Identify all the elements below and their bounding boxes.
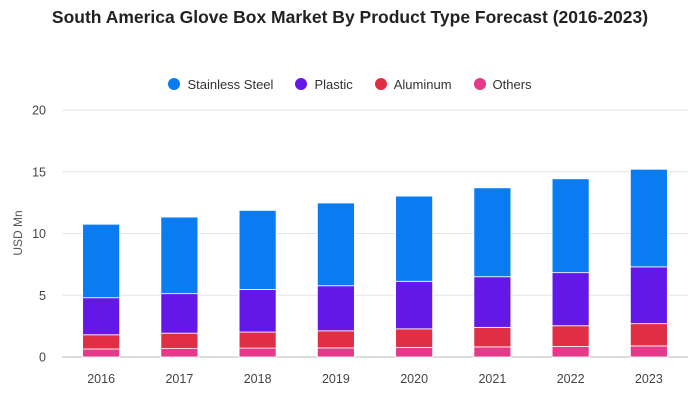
y-tick-label: 20 — [32, 104, 46, 118]
bar-segment-others-2019[interactable] — [316, 347, 355, 358]
bar-segment-aluminum-2018[interactable] — [238, 331, 277, 349]
y-axis-label: USD Mn — [11, 210, 25, 255]
bar-segment-plastic-2019[interactable] — [316, 285, 355, 332]
bar-segment-others-2017[interactable] — [160, 348, 199, 358]
x-tick-label: 2020 — [400, 372, 428, 386]
bar-segment-plastic-2018[interactable] — [238, 289, 277, 333]
bar-segment-stainless-steel-2019[interactable] — [316, 202, 355, 287]
y-tick-label: 10 — [32, 227, 46, 241]
chart-title: South America Glove Box Market By Produc… — [51, 7, 649, 27]
bar-segment-plastic-2020[interactable] — [395, 280, 434, 330]
bar-segment-aluminum-2019[interactable] — [316, 330, 355, 349]
bar-segment-stainless-steel-2021[interactable] — [473, 187, 512, 278]
y-tick-label: 0 — [39, 351, 46, 365]
x-tick-label: 2023 — [635, 372, 663, 386]
legend-marker-aluminum — [374, 78, 387, 90]
bar-segment-others-2023[interactable] — [629, 345, 668, 358]
x-tick-label: 2017 — [165, 372, 193, 386]
bar-segment-plastic-2017[interactable] — [160, 293, 199, 334]
bar-segment-stainless-steel-2016[interactable] — [82, 223, 121, 299]
y-tick-label: 5 — [39, 289, 46, 303]
bar-segment-plastic-2023[interactable] — [629, 266, 668, 325]
x-tick-label: 2019 — [322, 372, 350, 386]
bar-segment-stainless-steel-2023[interactable] — [629, 168, 668, 268]
bar-segment-plastic-2016[interactable] — [82, 297, 121, 336]
legend-marker-plastic — [295, 78, 308, 90]
bar-segment-stainless-steel-2022[interactable] — [551, 178, 590, 274]
bar-segment-others-2016[interactable] — [82, 348, 121, 358]
legend-label-aluminum: Aluminum — [393, 76, 452, 92]
bar-segment-aluminum-2020[interactable] — [395, 328, 434, 348]
x-axis-ticks: 2016 2017 2018 2019 2020 2021 2022 2023 — [87, 372, 663, 386]
legend-item-stainless-steel[interactable]: Stainless Steel — [168, 77, 273, 92]
bar-segment-plastic-2022[interactable] — [551, 272, 590, 327]
bar-segment-stainless-steel-2017[interactable] — [160, 216, 199, 295]
bar-segment-others-2020[interactable] — [395, 346, 434, 358]
bar-segment-stainless-steel-2018[interactable] — [238, 210, 277, 290]
legend-marker-stainless-steel — [168, 78, 181, 90]
bar-segment-others-2018[interactable] — [238, 347, 277, 358]
bar-segment-aluminum-2022[interactable] — [551, 325, 590, 347]
x-tick-label: 2022 — [557, 372, 585, 386]
legend-label-others: Others — [492, 76, 532, 92]
bar-segment-plastic-2021[interactable] — [473, 276, 512, 328]
bar-segment-aluminum-2021[interactable] — [473, 326, 512, 348]
legend-item-others[interactable]: Others — [473, 76, 532, 92]
x-tick-label: 2021 — [478, 372, 506, 386]
legend-label-plastic: Plastic — [314, 76, 353, 92]
legend-item-plastic[interactable]: Plastic — [295, 76, 353, 92]
x-tick-label: 2016 — [87, 372, 115, 386]
bar-segment-others-2021[interactable] — [473, 346, 512, 358]
grid-lines — [62, 109, 688, 358]
bar-segment-aluminum-2016[interactable] — [82, 334, 121, 350]
bar-segment-stainless-steel-2020[interactable] — [395, 195, 434, 282]
bar-segment-aluminum-2017[interactable] — [160, 332, 199, 350]
bar-segment-aluminum-2023[interactable] — [629, 323, 668, 347]
bar-segment-others-2022[interactable] — [551, 346, 590, 358]
chart-legend: Stainless Steel Plastic Aluminum Others — [0, 74, 700, 94]
y-axis-ticks: 0 5 10 15 20 — [32, 104, 46, 365]
legend-marker-others — [473, 78, 486, 90]
legend-item-aluminum[interactable]: Aluminum — [374, 76, 452, 92]
y-tick-label: 15 — [32, 165, 46, 179]
bar-stacks — [82, 168, 668, 358]
x-tick-label: 2018 — [244, 372, 272, 386]
legend-label-stainless-steel: Stainless Steel — [187, 76, 274, 92]
